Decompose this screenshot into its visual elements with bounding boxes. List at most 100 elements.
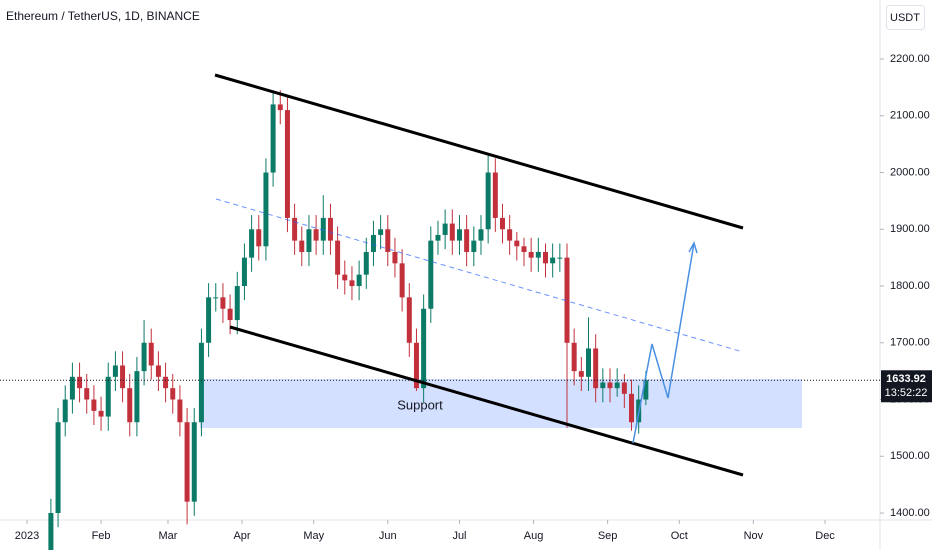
candle-body: [227, 308, 233, 321]
trend-line: [214, 73, 744, 230]
candle-body: [507, 229, 513, 241]
candle-body: [127, 388, 133, 423]
candle-body: [478, 229, 484, 241]
candle-body: [370, 234, 376, 252]
candle-body: [550, 257, 556, 264]
trend-line: [229, 325, 744, 477]
candle-body: [349, 280, 355, 287]
candle-body: [471, 240, 477, 252]
candle-body: [521, 246, 527, 252]
y-tick-label: 2000.00: [890, 166, 930, 178]
y-tick-label: 1800.00: [890, 280, 930, 292]
support-label: Support: [397, 397, 443, 412]
candle-body: [55, 422, 61, 514]
candle-body: [299, 240, 305, 252]
arrow-head: [688, 241, 698, 254]
candle-body: [198, 342, 204, 423]
candle-body: [593, 348, 599, 389]
candle-body: [464, 229, 470, 252]
y-tick-label: 1700.00: [890, 337, 930, 349]
candle-body: [435, 234, 441, 241]
currency-box[interactable]: [886, 5, 925, 30]
candle-body: [342, 274, 348, 281]
candle-body: [141, 342, 147, 372]
y-tick-label: 2200.00: [890, 53, 930, 65]
countdown: 13:52:22: [885, 387, 928, 399]
candle-body: [306, 229, 312, 252]
candle-body: [91, 399, 97, 411]
y-tick-label: 2100.00: [890, 110, 930, 122]
y-tick-label: 1900.00: [890, 223, 930, 235]
candle-body: [557, 257, 563, 259]
candle-body: [62, 399, 68, 423]
candle-body: [614, 382, 620, 389]
mid-line: [215, 198, 744, 353]
x-tick-label: Jun: [379, 530, 397, 542]
support-zone: [200, 379, 802, 428]
candle-body: [442, 223, 448, 235]
chart-title: Ethereum / TetherUS, 1D, BINANCE: [6, 9, 200, 23]
candle-body: [378, 229, 384, 235]
candle-body: [528, 251, 534, 258]
candle-body: [84, 388, 90, 400]
candle-body: [112, 365, 118, 377]
candle-body: [406, 297, 412, 343]
x-tick-label: Oct: [671, 530, 688, 542]
candle-body: [542, 251, 548, 264]
x-tick-label: Apr: [233, 530, 250, 542]
candle-body: [421, 308, 427, 389]
candle-body: [148, 342, 154, 366]
x-tick-label: Mar: [158, 530, 177, 542]
candle-body: [327, 217, 333, 241]
x-tick-label: Dec: [815, 530, 835, 542]
candle-body: [643, 380, 649, 400]
candle-body: [492, 172, 498, 218]
candle-body: [69, 376, 75, 400]
candle-body: [249, 229, 255, 258]
candle-body: [392, 251, 398, 264]
candle-body: [234, 286, 240, 321]
x-tick-label: Sep: [598, 530, 618, 542]
currency[interactable]: USDT: [890, 12, 920, 24]
last-price-label: 1633.92: [886, 373, 926, 385]
candle-body: [241, 257, 247, 287]
candle-body: [385, 229, 391, 252]
candle-body: [600, 382, 606, 389]
y-tick-label: 1400.00: [890, 507, 930, 519]
candle-body: [163, 376, 169, 389]
candle-body: [564, 257, 570, 343]
candle-body: [621, 382, 627, 394]
candle-body: [363, 251, 369, 275]
projection-arrow: [632, 242, 695, 444]
x-tick-label: Feb: [92, 530, 111, 542]
candle-body: [220, 297, 226, 309]
candle-body: [213, 297, 219, 299]
candle-body: [48, 513, 54, 550]
candle-body: [184, 422, 190, 502]
x-tick-label: Jul: [452, 530, 466, 542]
y-tick-label: 1500.00: [890, 450, 930, 462]
x-tick-label: May: [303, 530, 324, 542]
x-tick-label: Aug: [524, 530, 544, 542]
x-tick-label: Nov: [744, 530, 764, 542]
candle-body: [629, 393, 635, 423]
candle-body: [206, 297, 212, 343]
candle-body: [155, 365, 161, 377]
candle-body: [499, 217, 505, 230]
candle-body: [449, 223, 455, 241]
x-tick-label: 2023: [15, 530, 39, 542]
candle-body: [413, 342, 419, 389]
candle-body: [292, 217, 298, 241]
candles: [48, 90, 649, 550]
candle-body: [256, 229, 262, 247]
candle-body: [356, 274, 362, 287]
candle-body: [98, 410, 104, 417]
candle-body: [77, 376, 83, 389]
last-price-box: [881, 370, 932, 403]
candle-body: [535, 251, 541, 258]
candle-body: [191, 422, 197, 502]
candle-body: [313, 229, 319, 241]
candle-body: [105, 376, 111, 417]
candle-body: [456, 229, 462, 241]
